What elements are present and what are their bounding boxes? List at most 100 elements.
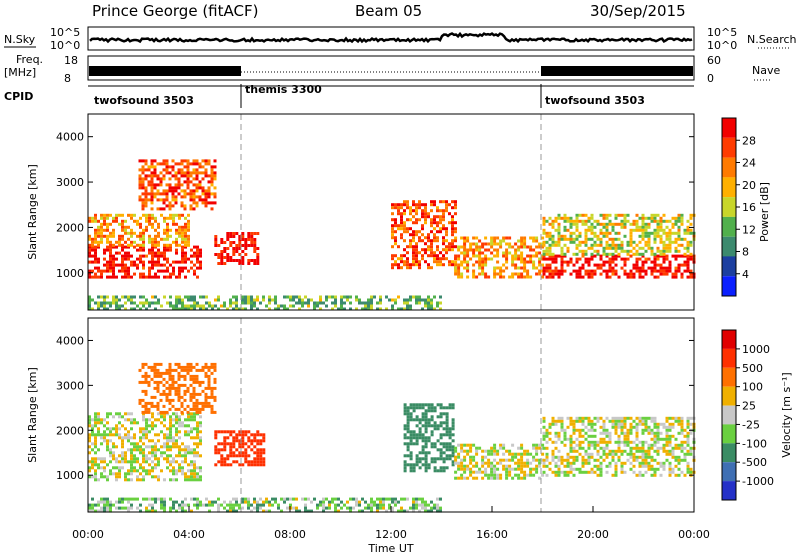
power-cell — [638, 272, 642, 276]
velocity-cell — [165, 398, 169, 402]
power-cell — [557, 231, 561, 235]
power-cell — [241, 298, 244, 302]
power-cell — [680, 272, 684, 276]
velocity-cell — [97, 418, 100, 422]
velocity-heatmap — [88, 362, 696, 513]
power-cell — [141, 180, 145, 184]
power-cell — [569, 234, 573, 238]
velocity-cell — [168, 377, 172, 381]
power-cell — [484, 242, 488, 246]
power-cell — [138, 168, 142, 172]
velocity-cell — [235, 503, 238, 507]
power-cell — [557, 272, 561, 276]
power-cell — [502, 236, 506, 240]
power-cell — [391, 236, 394, 240]
power-cell — [109, 251, 112, 255]
velocity-cell — [451, 445, 455, 449]
velocity-cell — [130, 503, 133, 507]
power-cell — [283, 307, 286, 311]
velocity-cell — [605, 443, 609, 447]
velocity-cell — [214, 436, 218, 440]
power-cell — [165, 195, 169, 199]
power-cell — [187, 269, 190, 273]
velocity-cell — [593, 464, 597, 468]
velocity-cell — [229, 445, 233, 449]
velocity-cell — [160, 445, 163, 449]
velocity-cell — [484, 467, 488, 471]
velocity-cell — [103, 475, 106, 479]
power-cell — [563, 219, 567, 223]
power-cell — [183, 189, 187, 193]
velocity-cell — [638, 464, 642, 468]
power-cell — [421, 209, 424, 213]
power-cell — [106, 307, 109, 311]
power-cell — [124, 263, 127, 267]
velocity-cell — [147, 383, 151, 387]
power-cell — [109, 213, 112, 217]
power-cell — [154, 234, 157, 238]
y-tick-label: 1000 — [56, 469, 84, 482]
power-cell — [142, 245, 145, 249]
velocity-cell — [159, 410, 163, 414]
velocity-cell — [439, 448, 443, 452]
power-cell — [457, 269, 461, 273]
power-cell — [671, 254, 675, 258]
power-cell — [653, 257, 657, 261]
power-cell — [478, 254, 482, 258]
power-cell — [611, 254, 615, 258]
power-cell — [148, 269, 151, 273]
velocity-cell — [130, 469, 133, 473]
power-cell — [244, 247, 248, 250]
power-cell — [659, 216, 663, 220]
power-cell — [150, 165, 154, 169]
power-cell — [463, 239, 467, 243]
velocity-cell — [490, 452, 494, 456]
velocity-cell — [415, 497, 418, 501]
velocity-cell — [481, 476, 485, 480]
velocity-cell — [569, 416, 573, 420]
velocity-cell — [177, 365, 181, 369]
velocity-cell — [605, 452, 609, 456]
velocity-cell — [400, 497, 403, 501]
velocity-cell — [198, 410, 202, 414]
velocity-cell — [686, 452, 690, 456]
velocity-cell — [671, 434, 675, 438]
power-cell — [451, 233, 454, 237]
power-cell — [665, 243, 669, 247]
velocity-cell — [244, 497, 247, 501]
power-cell — [403, 260, 406, 264]
power-cell — [406, 263, 409, 267]
power-cell — [439, 200, 442, 204]
power-cell — [235, 244, 239, 247]
velocity-cell — [232, 445, 236, 449]
power-cell — [451, 260, 454, 264]
power-cell — [94, 237, 97, 241]
velocity-cell — [409, 415, 413, 419]
velocity-cell — [427, 451, 431, 455]
velocity-cell — [142, 448, 145, 452]
power-cell — [172, 307, 175, 311]
velocity-cell — [644, 449, 648, 453]
velocity-cell — [554, 470, 558, 474]
velocity-cell — [178, 415, 181, 419]
velocity-cell — [403, 469, 407, 473]
power-cell — [349, 301, 352, 305]
power-cell — [448, 221, 451, 225]
velocity-cell — [418, 466, 422, 470]
power-cell — [683, 228, 687, 232]
velocity-cell — [442, 460, 446, 464]
velocity-cell — [201, 407, 205, 411]
velocity-cell — [193, 415, 196, 419]
velocity-cell — [445, 442, 449, 446]
power-cell — [162, 207, 166, 211]
velocity-cell — [614, 467, 618, 471]
velocity-cell — [602, 440, 606, 444]
power-cell — [184, 222, 187, 226]
power-cell — [313, 301, 316, 305]
power-cell — [632, 219, 636, 223]
power-cell — [572, 237, 576, 241]
velocity-cell — [587, 452, 591, 456]
velocity-cell — [157, 460, 160, 464]
power-cell — [145, 219, 148, 223]
velocity-cell — [136, 421, 139, 425]
